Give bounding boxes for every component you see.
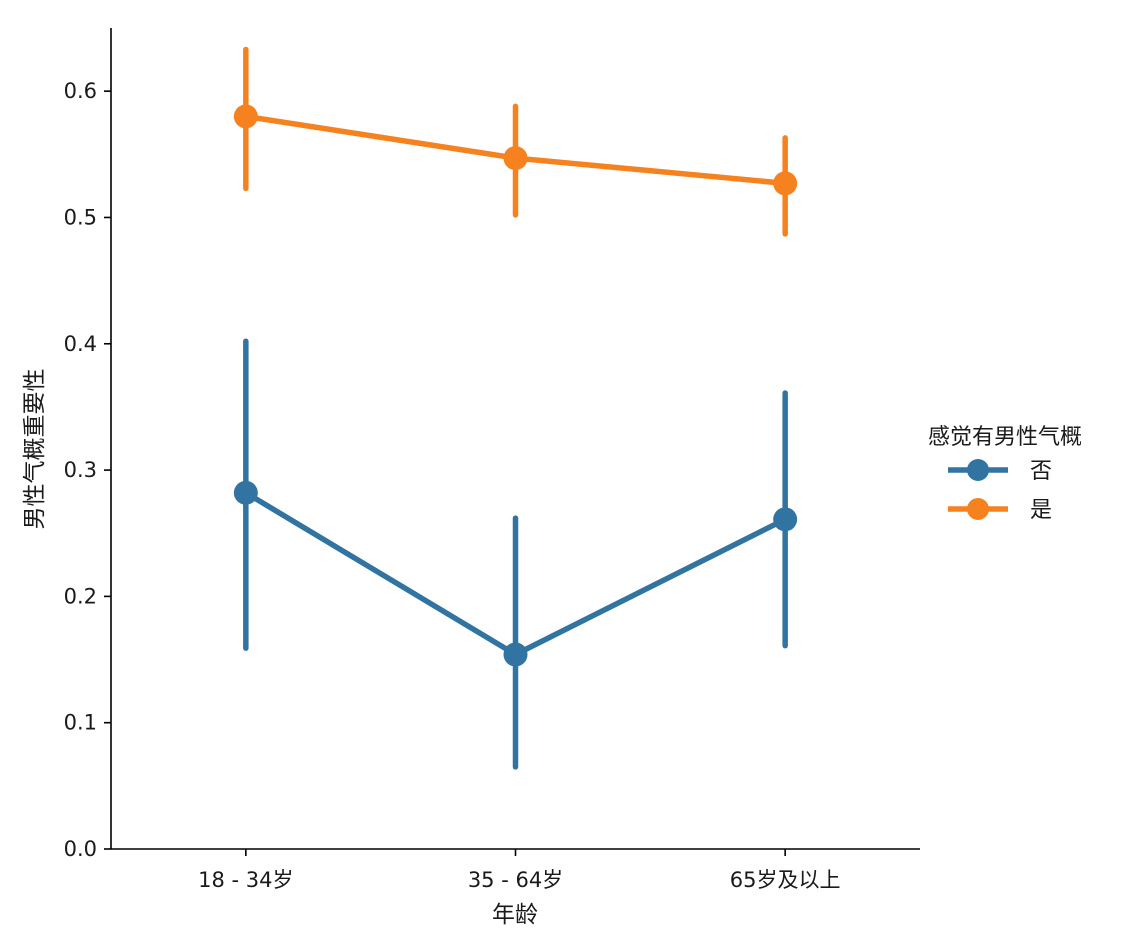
- data-point: [233, 104, 258, 129]
- legend-title: 感觉有男性气概: [928, 425, 1082, 450]
- y-tick-label: 0.4: [64, 332, 97, 356]
- legend-marker: [967, 459, 989, 481]
- data-point: [233, 480, 258, 505]
- y-tick-label: 0.1: [64, 711, 97, 735]
- legend-label: 是: [1030, 498, 1052, 523]
- y-tick-label: 0.3: [64, 458, 97, 482]
- data-point: [503, 642, 528, 667]
- x-axis-label: 年龄: [492, 902, 538, 928]
- x-tick-label: 35 - 64岁: [468, 868, 563, 892]
- y-ticks: 0.0 0.1 0.2 0.3 0.4 0.5 0.6: [64, 79, 111, 861]
- y-tick-label: 0.2: [64, 584, 97, 608]
- y-tick-label: 0.5: [64, 205, 97, 229]
- legend-label: 否: [1030, 459, 1052, 484]
- data-point: [773, 507, 798, 532]
- data-point: [773, 171, 798, 196]
- series-layer: [233, 46, 798, 770]
- series-group: [233, 338, 798, 770]
- x-tick-label: 65岁及以上: [730, 868, 841, 892]
- legend-marker: [967, 498, 989, 520]
- legend-entry: 否: [948, 459, 1052, 484]
- legend: 感觉有男性气概 否是: [928, 425, 1082, 523]
- y-axis-label: 男性气概重要性: [22, 369, 48, 530]
- y-tick-label: 0.6: [64, 79, 97, 103]
- y-tick-label: 0.0: [64, 837, 97, 861]
- x-tick-label: 18 - 34岁: [198, 868, 293, 892]
- data-point: [503, 146, 528, 171]
- legend-entry: 是: [948, 498, 1052, 523]
- series-group: [233, 46, 798, 237]
- x-ticks: 18 - 34岁 35 - 64岁 65岁及以上: [198, 849, 841, 892]
